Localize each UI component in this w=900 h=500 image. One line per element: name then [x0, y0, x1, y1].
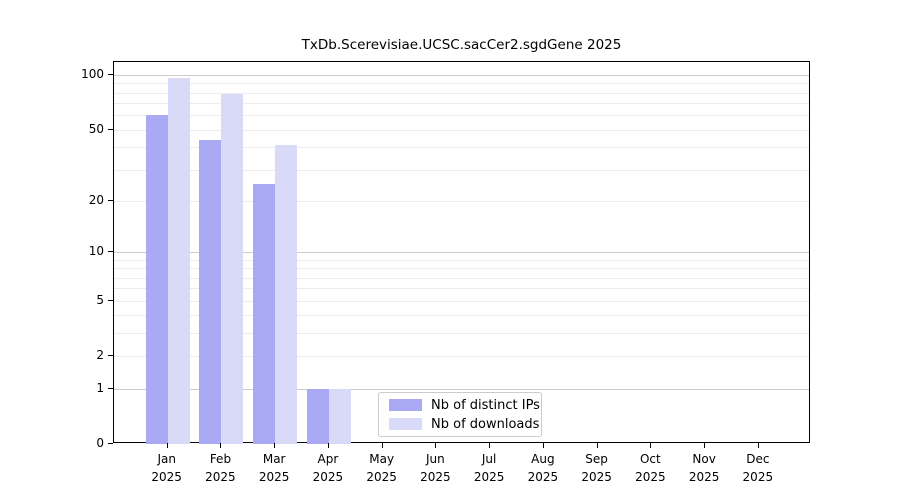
legend-swatch-distinct-ips — [389, 399, 422, 411]
minor-gridline — [114, 200, 809, 202]
minor-gridline — [114, 83, 809, 85]
x-tick-mark — [757, 443, 759, 448]
minor-gridline — [114, 259, 809, 261]
x-tick-mark — [381, 443, 383, 448]
bar-distinct-ips — [253, 183, 276, 444]
y-tick-mark — [108, 299, 113, 301]
x-tick-mark — [220, 443, 222, 448]
minor-gridline — [114, 169, 809, 171]
chart-title: TxDb.Scerevisiae.UCSC.sacCer2.sgdGene 20… — [301, 37, 622, 53]
x-tick-label: Jun 2025 — [420, 452, 451, 484]
minor-gridline — [114, 277, 809, 279]
legend-label-downloads: Nb of downloads — [431, 416, 540, 432]
y-tick-label: 2 — [96, 348, 104, 363]
bar-downloads — [167, 78, 190, 444]
y-tick-label: 10 — [88, 244, 104, 259]
x-tick-label: Sep 2025 — [581, 452, 612, 484]
minor-gridline — [114, 115, 809, 117]
x-tick-label: May 2025 — [366, 452, 397, 484]
x-tick-mark — [489, 443, 491, 448]
minor-gridline — [114, 92, 809, 94]
x-tick-mark — [542, 443, 544, 448]
x-tick-mark — [274, 443, 276, 448]
x-tick-label: Feb 2025 — [205, 452, 236, 484]
x-tick-label: Aug 2025 — [527, 452, 559, 484]
x-tick-mark — [327, 443, 329, 448]
y-tick-mark — [108, 251, 113, 253]
minor-gridline — [114, 300, 809, 302]
legend-swatch-downloads — [389, 418, 422, 430]
x-tick-mark — [435, 443, 437, 448]
y-tick-label: 1 — [96, 380, 104, 395]
x-tick-label: Nov 2025 — [688, 452, 720, 484]
plot-area — [113, 61, 810, 444]
y-tick-label: 100 — [81, 67, 104, 82]
legend-label-distinct-ips: Nb of distinct IPs — [431, 397, 540, 413]
x-tick-mark — [596, 443, 598, 448]
minor-gridline — [114, 129, 809, 131]
minor-gridline — [114, 268, 809, 270]
major-gridline — [114, 75, 809, 77]
x-tick-label: Jul 2025 — [473, 452, 505, 484]
minor-gridline — [114, 315, 809, 317]
legend-item-distinct-ips: Nb of distinct IPs — [389, 397, 541, 413]
x-tick-mark — [650, 443, 652, 448]
major-gridline — [114, 388, 809, 390]
y-tick-mark — [108, 355, 113, 357]
y-tick-label: 5 — [96, 292, 104, 307]
x-tick-label: Oct 2025 — [635, 452, 666, 484]
bar-distinct-ips — [199, 139, 222, 444]
minor-gridline — [114, 356, 809, 358]
x-tick-mark — [704, 443, 706, 448]
y-tick-mark — [108, 199, 113, 201]
y-tick-mark — [108, 387, 113, 389]
bar-distinct-ips — [145, 115, 168, 444]
legend: Nb of distinct IPs Nb of downloads — [378, 392, 542, 437]
x-tick-label: Dec 2025 — [742, 452, 774, 484]
minor-gridline — [114, 288, 809, 290]
bar-downloads — [328, 388, 351, 444]
major-gridline — [114, 252, 809, 254]
x-tick-label: Mar 2025 — [258, 452, 290, 484]
x-tick-label: Apr 2025 — [312, 452, 344, 484]
y-tick-mark — [108, 74, 113, 76]
minor-gridline — [114, 147, 809, 149]
y-tick-label: 50 — [88, 121, 104, 136]
minor-gridline — [114, 103, 809, 105]
y-tick-mark — [108, 128, 113, 130]
y-tick-label: 20 — [88, 192, 104, 207]
y-tick-mark — [108, 443, 113, 444]
x-tick-label: Jan 2025 — [151, 452, 182, 484]
x-tick-mark — [166, 443, 168, 448]
minor-gridline — [114, 333, 809, 335]
legend-item-downloads: Nb of downloads — [389, 416, 541, 432]
bar-downloads — [275, 145, 298, 444]
bar-downloads — [221, 93, 244, 444]
y-tick-label: 0 — [96, 436, 104, 450]
bar-distinct-ips — [306, 388, 329, 444]
